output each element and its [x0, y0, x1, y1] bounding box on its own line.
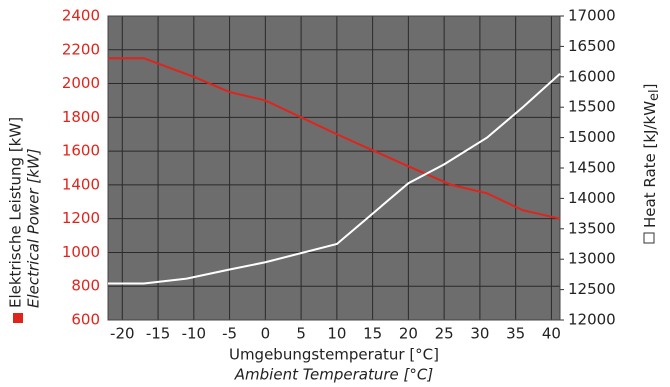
y-tick-label: 600: [71, 311, 100, 329]
y2-tick-label: 14500: [568, 159, 616, 177]
y-tick-label: 2400: [62, 7, 100, 25]
y-tick-label: 2200: [62, 40, 100, 58]
x-tick-label: 25: [435, 325, 454, 343]
plot-background: [108, 16, 560, 320]
y2-tick-label: 14000: [568, 189, 616, 207]
x-tick-label: 5: [296, 325, 306, 343]
x-axis-label: Umgebungstemperatur [°C]: [229, 346, 439, 364]
y2-tick-label: 13500: [568, 219, 616, 237]
y2-tick-label: 16500: [568, 37, 616, 55]
y2-axis-label: Heat Rate [kJ/kWel]: [641, 83, 662, 228]
y2-tick-label: 12500: [568, 280, 616, 298]
x-tick-label: 15: [363, 325, 382, 343]
y2-label-end: ]: [641, 83, 659, 89]
y2-legend-square: [643, 232, 655, 244]
series-line: [108, 57, 561, 220]
x-tick-label: 35: [506, 325, 525, 343]
y2-tick-label: 15500: [568, 98, 616, 116]
y-axis-label-en: Electrical Power [kW]: [25, 148, 43, 308]
x-tick-label: 30: [470, 325, 489, 343]
x-tick-label: 10: [327, 325, 346, 343]
x-tick-label: 20: [399, 325, 418, 343]
y2-tick-label: 12000: [568, 311, 616, 329]
y2-tick-label: 13000: [568, 250, 616, 268]
y2-tick-label: 15000: [568, 128, 616, 146]
x-tick-label: -20: [110, 325, 135, 343]
y-tick-label: 800: [71, 277, 100, 295]
x-tick-label: -15: [146, 325, 171, 343]
x-tick-label: 0: [261, 325, 271, 343]
y-legend-square: [13, 313, 23, 323]
y-tick-label: 1800: [62, 108, 100, 126]
y-axis-label: Elektrische Leistung [kW]: [7, 117, 25, 308]
series-line: [108, 73, 561, 285]
y2-tick-label: 17000: [568, 7, 616, 25]
y-tick-label: 1000: [62, 243, 100, 261]
y-tick-label: 1600: [62, 142, 100, 160]
y2-tick-label: 16000: [568, 67, 616, 85]
x-tick-label: 40: [542, 325, 561, 343]
x-tick-label: -5: [222, 325, 237, 343]
y-tick-label: 1200: [62, 209, 100, 227]
x-tick-label: -10: [182, 325, 207, 343]
x-axis-label-en: Ambient Temperature [°C]: [234, 366, 434, 384]
y-tick-label: 1400: [62, 175, 100, 193]
plot-border: [107, 15, 561, 321]
y-tick-label: 2000: [62, 74, 100, 92]
y2-label-main: Heat Rate [kJ/kW: [641, 101, 659, 228]
y2-label-sub: el: [647, 89, 662, 101]
